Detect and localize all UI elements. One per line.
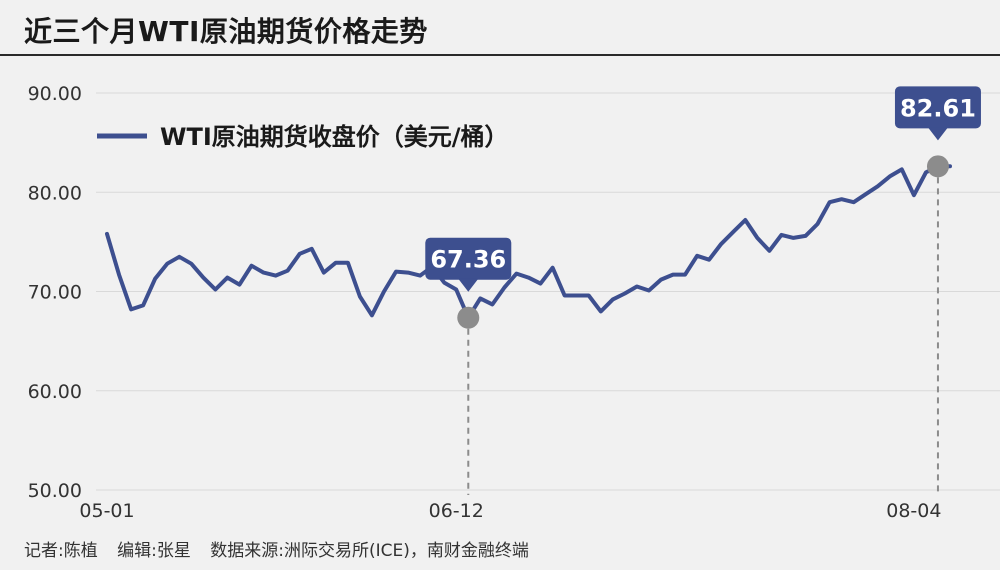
y-tick-label: 90.00	[28, 83, 82, 105]
chart: 50.00 60.00 70.00 80.00 90.00 05-01 06-12 08-04…	[28, 83, 1000, 522]
y-tick-label: 50.00	[28, 480, 82, 502]
reporter-credit: 记者:陈植	[24, 541, 98, 561]
callout-box	[894, 86, 981, 129]
y-tick-label: 70.00	[28, 282, 82, 304]
y-tick-label: 60.00	[28, 381, 82, 403]
callout-pointer	[927, 127, 948, 141]
editor-credit: 编辑:张星	[117, 541, 191, 561]
callout-box	[425, 237, 512, 280]
x-tick-label: 08-04	[886, 500, 941, 522]
footer-credits: 记者:陈植 编辑:张星 数据来源:洲际交易所(ICE)，南财金融终端	[24, 536, 543, 561]
data-label: 82.61	[900, 94, 976, 122]
source-credit: 数据来源:洲际交易所(ICE)，南财金融终端	[210, 541, 529, 561]
callout-pointer	[458, 278, 479, 292]
annotation-marker	[457, 306, 480, 329]
y-tick-label: 80.00	[28, 182, 82, 204]
legend-label: WTI原油期货收盘价（美元/桶）	[160, 123, 509, 151]
annotation-marker	[926, 155, 949, 178]
series-line	[105, 164, 952, 320]
page-title: 近三个月WTI原油期货价格走势	[24, 15, 428, 48]
data-label: 67.36	[430, 246, 506, 274]
x-tick-label: 05-01	[79, 500, 134, 522]
title-divider	[0, 54, 1000, 56]
x-tick-label: 06-12	[429, 500, 484, 522]
